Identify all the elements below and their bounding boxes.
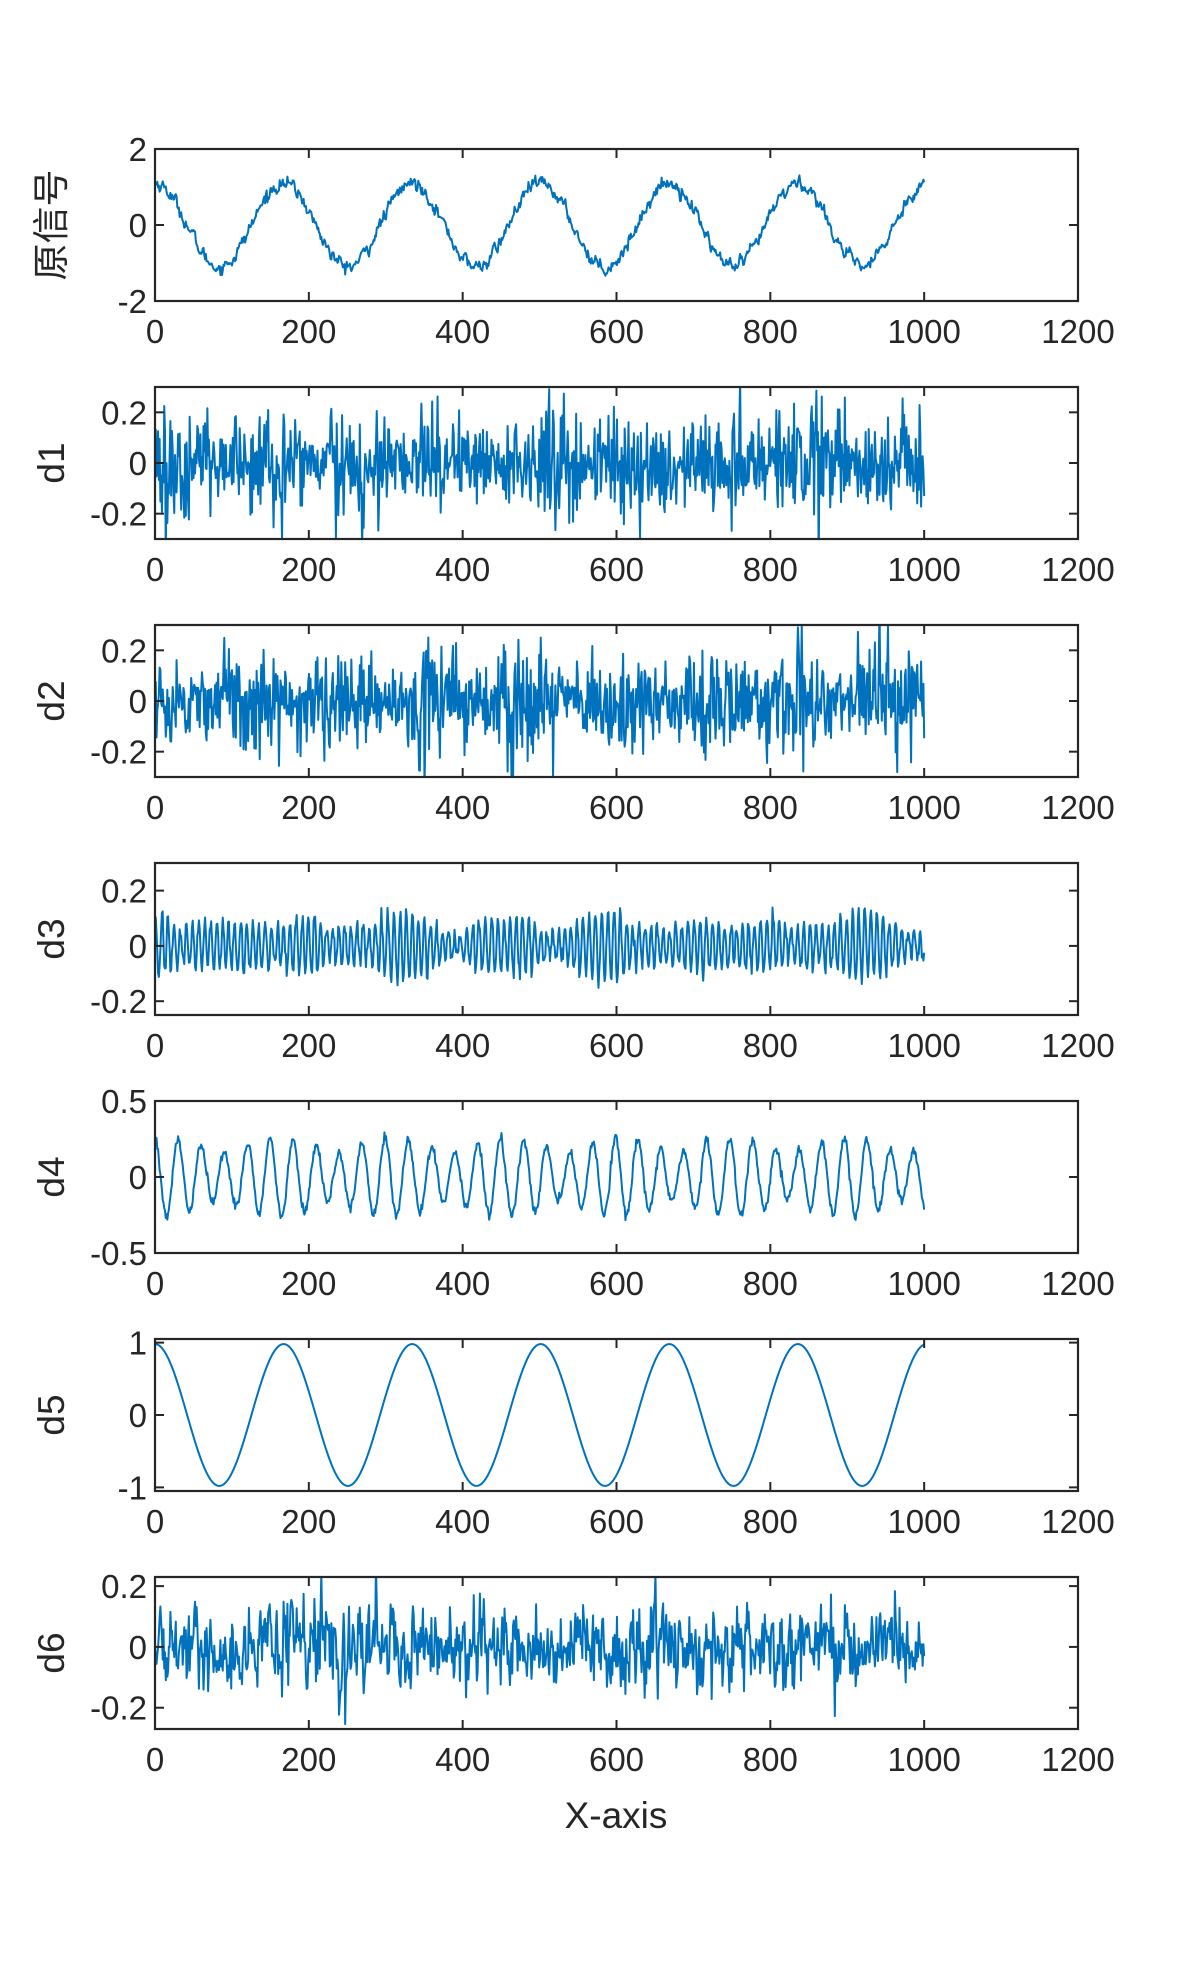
x-tick-label: 1200 <box>1041 1741 1114 1778</box>
x-tick-label: 1000 <box>887 1265 960 1302</box>
series-line-5 <box>155 1131 926 1222</box>
x-tick-label: 800 <box>743 313 798 350</box>
x-tick-label: 200 <box>281 1741 336 1778</box>
x-tick-label: 400 <box>435 1741 490 1778</box>
y-axis-label: d6 <box>31 1632 72 1673</box>
x-tick-label: 400 <box>435 313 490 350</box>
y-tick-label: 0 <box>129 207 147 244</box>
x-tick-label: 1000 <box>887 1027 960 1064</box>
y-tick-label: 0 <box>129 683 147 720</box>
y-axis-label: d2 <box>31 680 72 721</box>
series-line-3 <box>155 625 926 777</box>
y-tick-label: 0 <box>129 1159 147 1196</box>
x-tick-label: 600 <box>589 1265 644 1302</box>
x-tick-label: 800 <box>743 789 798 826</box>
y-tick-label: 0.2 <box>101 1568 147 1605</box>
y-tick-label: -0.2 <box>90 496 147 533</box>
x-tick-label: 1000 <box>887 1741 960 1778</box>
y-axis-label: 原信号 <box>31 170 72 281</box>
subplot-2: 0 200 400 600 800 1000 1200 -0.2 0 0.2 d1 <box>31 385 1115 588</box>
axes-box-1 <box>153 147 1080 303</box>
y-tick-label: -2 <box>118 283 147 320</box>
x-tick-label: 600 <box>589 1027 644 1064</box>
x-tick-label: 1200 <box>1041 313 1114 350</box>
y-tick-label: -0.2 <box>90 1690 147 1727</box>
x-tick-label: 1000 <box>887 313 960 350</box>
x-tick-label: 400 <box>435 1027 490 1064</box>
x-tick-label: 800 <box>743 551 798 588</box>
x-tick-label: 0 <box>146 1265 164 1302</box>
y-tick-label: 2 <box>129 131 147 168</box>
x-axis-label: X-axis <box>565 1795 668 1836</box>
subplot-7: 0 200 400 600 800 1000 1200 -0.2 0 0.2 d6 <box>31 1568 1115 1778</box>
y-tick-label: -0.5 <box>90 1235 147 1272</box>
y-axis-label: d3 <box>31 918 72 959</box>
series-line-1 <box>155 174 926 277</box>
x-tick-label: 600 <box>589 551 644 588</box>
x-tick-label: 1000 <box>887 789 960 826</box>
y-axis-label: d5 <box>31 1394 72 1435</box>
y-tick-label: -1 <box>118 1469 147 1506</box>
series-line-4 <box>155 906 926 989</box>
x-tick-label: 800 <box>743 1027 798 1064</box>
x-tick-label: 600 <box>589 313 644 350</box>
x-tick-label: 0 <box>146 1027 164 1064</box>
x-tick-label: 0 <box>146 313 164 350</box>
x-tick-label: 400 <box>435 551 490 588</box>
series-line-7 <box>155 1577 926 1726</box>
x-tick-label: 400 <box>435 1503 490 1540</box>
x-tick-label: 0 <box>146 551 164 588</box>
x-tick-label: 1200 <box>1041 1503 1114 1540</box>
x-tick-label: 200 <box>281 1265 336 1302</box>
x-tick-label: 1200 <box>1041 551 1114 588</box>
x-tick-label: 800 <box>743 1741 798 1778</box>
series-line-6 <box>155 1343 925 1487</box>
x-tick-label: 1000 <box>887 551 960 588</box>
y-tick-label: 1 <box>129 1325 147 1362</box>
axes-box-5 <box>153 1099 1080 1255</box>
subplot-3: 0 200 400 600 800 1000 1200 -0.2 0 0.2 d2 <box>31 623 1115 826</box>
y-tick-label: 0.2 <box>101 873 147 910</box>
x-tick-label: 1200 <box>1041 1027 1114 1064</box>
x-tick-label: 200 <box>281 789 336 826</box>
x-tick-label: 200 <box>281 1503 336 1540</box>
series-line-2 <box>155 387 926 539</box>
y-tick-label: 0 <box>129 1397 147 1434</box>
axes-box-6 <box>153 1337 1080 1493</box>
x-tick-label: 0 <box>146 789 164 826</box>
y-tick-label: 0 <box>129 928 147 965</box>
x-tick-label: 0 <box>146 1503 164 1540</box>
y-tick-label: 0.5 <box>101 1083 147 1120</box>
y-axis-label: d1 <box>31 442 72 483</box>
x-tick-label: 600 <box>589 1741 644 1778</box>
x-tick-label: 600 <box>589 789 644 826</box>
y-tick-label: -0.2 <box>90 983 147 1020</box>
x-tick-label: 1200 <box>1041 789 1114 826</box>
x-tick-label: 400 <box>435 789 490 826</box>
x-tick-label: 400 <box>435 1265 490 1302</box>
y-tick-label: 0.2 <box>101 632 147 669</box>
x-tick-label: 1200 <box>1041 1265 1114 1302</box>
y-tick-label: 0 <box>129 445 147 482</box>
subplot-5: 0 200 400 600 800 1000 1200-0.500.5d4 <box>31 1083 1115 1302</box>
y-tick-label: 0.2 <box>101 394 147 431</box>
y-tick-label: 0 <box>129 1629 147 1666</box>
y-axis-label: d4 <box>31 1156 72 1197</box>
x-tick-label: 600 <box>589 1503 644 1540</box>
x-tick-label: 200 <box>281 1027 336 1064</box>
x-tick-label: 0 <box>146 1741 164 1778</box>
y-tick-label: -0.2 <box>90 734 147 771</box>
x-tick-label: 800 <box>743 1265 798 1302</box>
x-tick-label: 800 <box>743 1503 798 1540</box>
x-tick-label: 200 <box>281 313 336 350</box>
x-tick-label: 200 <box>281 551 336 588</box>
subplot-4: 0 200 400 600 800 1000 1200 -0.2 0 0.2 d3 <box>31 861 1115 1064</box>
x-tick-label: 1000 <box>887 1503 960 1540</box>
